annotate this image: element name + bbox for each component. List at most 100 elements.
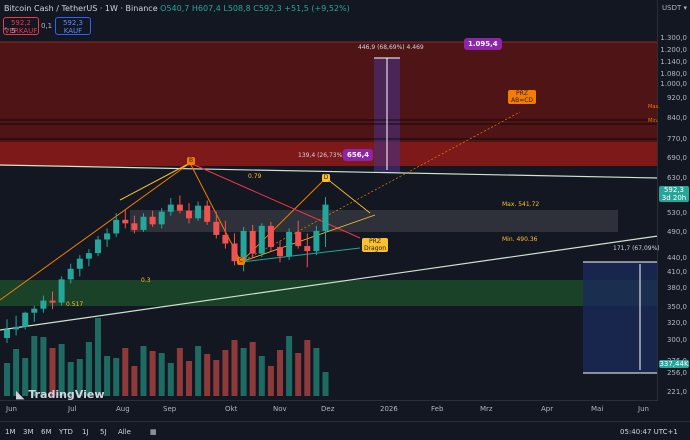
prz-dragon-box: PRZ Dragon	[362, 238, 388, 252]
range-ytd[interactable]: YTD	[59, 428, 73, 436]
candle-body-0	[4, 329, 10, 338]
calendar-icon[interactable]: ▦	[150, 428, 157, 436]
last-price-value: 592,3	[663, 186, 685, 194]
volume-bar-26	[240, 348, 247, 396]
prz-abcd-box: PRZ AB=CD	[508, 90, 536, 104]
price-tick-14: 410,0	[666, 268, 687, 276]
volume-bar-22	[204, 354, 211, 396]
price-tick-20: 256,0	[666, 369, 687, 377]
buy-button[interactable]: 592,3 KAUF	[55, 17, 91, 35]
support-leg	[240, 247, 361, 263]
symbol-title[interactable]: Bitcoin Cash / TetherUS · 1W · Binance	[4, 4, 158, 13]
time-axis[interactable]: Jun Jul Aug Sep Okt Nov Dez 2026 Feb Mrz Apr Mai Jun	[0, 400, 658, 419]
range-6m[interactable]: 6M	[41, 428, 52, 436]
ohlc-values: O540,7 H607,4 L508,8 C592,3 +51,5 (+9,52…	[160, 4, 350, 13]
time-tick-10: Apr	[541, 405, 554, 413]
candle-body-21	[195, 205, 202, 219]
time-tick-1: Jul	[68, 405, 77, 413]
volume-bar-21	[195, 346, 202, 396]
time-tick-11: Mai	[591, 405, 604, 413]
volume-bar-2	[22, 358, 29, 396]
candle-body-23	[213, 221, 220, 235]
price-tick-18: 300,0	[666, 336, 687, 344]
volume-bar-7	[67, 362, 74, 396]
point-d-marker: D	[322, 174, 330, 182]
price-tick-9: 630,0	[666, 174, 687, 182]
sell-label: VERKAUF	[4, 27, 38, 35]
candle-body-7	[67, 268, 74, 280]
price-tick-11: 530,0	[666, 209, 687, 217]
candle-body-26	[240, 230, 247, 262]
fib-leg-2	[240, 214, 376, 263]
volume-bar-32	[295, 353, 302, 396]
point-b-marker: B	[187, 157, 195, 165]
candle-body-10	[95, 239, 101, 254]
time-tick-8: Feb	[431, 405, 444, 413]
candle-body-3	[31, 308, 38, 313]
candle-body-9	[85, 253, 92, 259]
volume-bar-27	[249, 342, 256, 396]
sell-price: 592,2	[10, 19, 32, 27]
range-3m[interactable]: 3M	[23, 428, 34, 436]
volume-bar-20	[186, 361, 192, 396]
volume-bar-35	[322, 372, 329, 396]
candle-body-11	[104, 233, 111, 240]
target-mid-badge: 656,4	[343, 149, 374, 161]
volume-tag: 337,44K	[659, 360, 689, 368]
candle-body-16	[149, 216, 156, 225]
price-tick-12: 490,0	[666, 228, 687, 236]
volume-bar-28	[258, 356, 265, 396]
candle-body-25	[231, 243, 238, 262]
trendline-upper	[0, 164, 659, 179]
volume-bar-19	[176, 348, 183, 396]
last-price-tag: 592,3 3d 20h	[659, 186, 689, 202]
price-tick-16: 350,0	[666, 303, 687, 311]
time-tick-3: Sep	[163, 405, 177, 413]
time-tick-9: Mrz	[480, 405, 493, 413]
last-price-countdown: 3d 20h	[661, 194, 687, 202]
candle-body-30	[277, 247, 283, 257]
clock[interactable]: 05:40:47 UTC+1	[620, 428, 678, 436]
volume-bar-3	[31, 336, 38, 396]
candle-body-32	[295, 231, 302, 247]
buy-price: 592,3	[62, 19, 84, 27]
candle-body-2	[22, 312, 29, 327]
price-tick-17: 320,0	[666, 319, 687, 327]
volume-bar-34	[313, 348, 320, 396]
fib-0517-label: 0.517	[66, 301, 84, 308]
spread-value: 0,1	[41, 22, 53, 30]
volume-bar-14	[131, 366, 138, 396]
volume-bar-4	[40, 337, 47, 396]
candles	[4, 195, 329, 344]
volume-bar-33	[304, 340, 311, 396]
time-tick-12: Jun	[638, 405, 649, 413]
volume-bar-16	[149, 351, 156, 396]
volume-bar-24	[222, 350, 229, 396]
volume-bar-1	[13, 349, 20, 396]
sell-button[interactable]: 592,2 VERKAUF	[3, 17, 39, 35]
max-small-label: Max.	[648, 104, 660, 110]
volume-bar-23	[213, 360, 220, 396]
price-tick-0: 1.300,0	[660, 34, 687, 42]
candle-body-5	[49, 300, 56, 303]
candle-body-18	[167, 204, 174, 212]
price-tick-3: 1.080,0	[660, 70, 687, 78]
price-tick-1: 1.200,0	[660, 46, 687, 54]
candle-body-8	[76, 258, 83, 269]
range-1j[interactable]: 1J	[82, 428, 89, 436]
range-alle[interactable]: Alle	[118, 428, 131, 436]
range-5j[interactable]: 5J	[100, 428, 107, 436]
price-tick-2: 1.140,0	[660, 58, 687, 66]
price-tick-15: 380,0	[666, 284, 687, 292]
fib-03-label: 0.3	[141, 277, 151, 284]
tradingview-logo[interactable]: ◣ TradingView	[16, 388, 105, 401]
volume-bar-30	[277, 350, 283, 396]
currency-selector[interactable]: USDT ▾	[662, 4, 687, 12]
fib-leg-3	[325, 177, 371, 214]
indicator-collapse-toggle[interactable]: ^ 5	[3, 27, 16, 35]
min-label: Min. 490.36	[502, 236, 538, 243]
range-1m[interactable]: 1M	[5, 428, 16, 436]
fib-079-label: 0.79	[248, 173, 262, 180]
candle-body-17	[158, 211, 165, 225]
